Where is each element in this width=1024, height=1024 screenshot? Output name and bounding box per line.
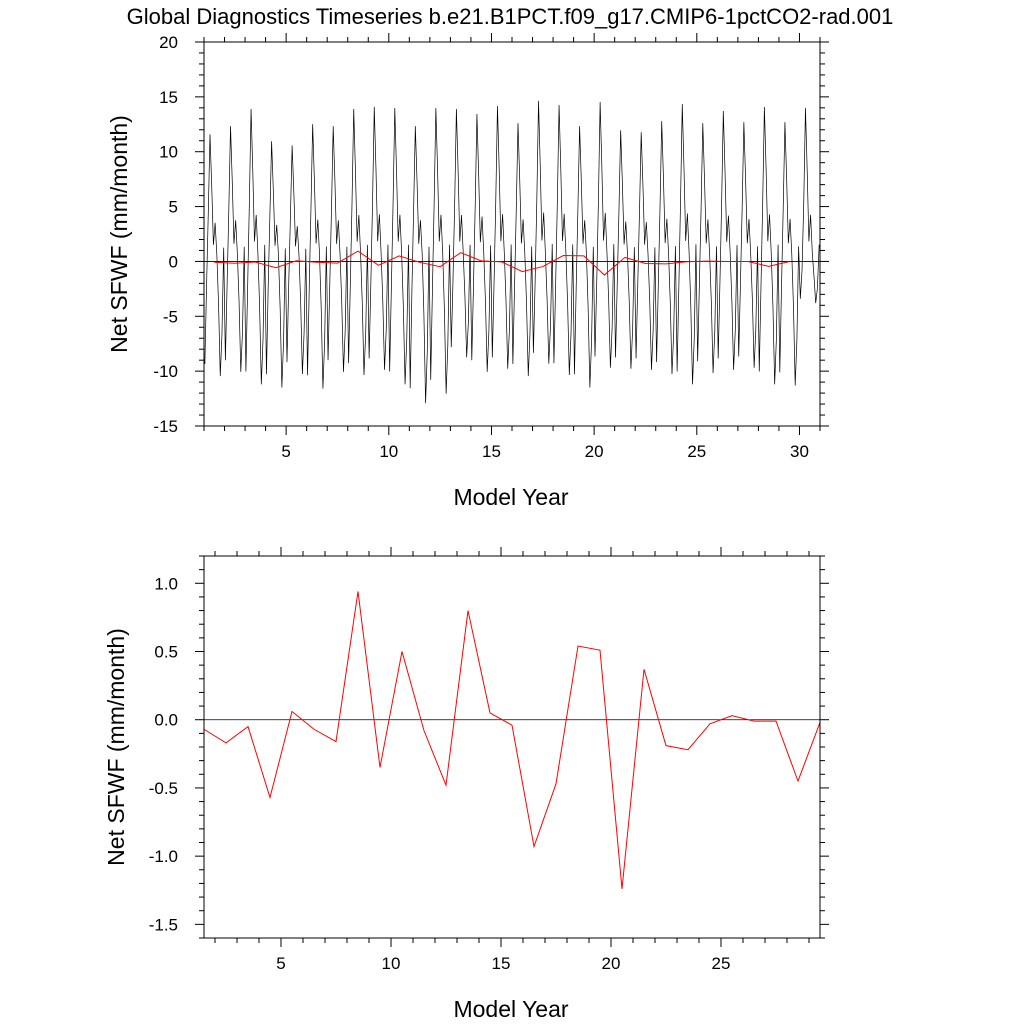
- bot-x-tick-label: 10: [382, 954, 401, 973]
- bot-y-tick-label: 1.0: [154, 574, 178, 593]
- bot-y-tick-label: -0.5: [149, 779, 178, 798]
- bot-x-tick-label: 15: [492, 954, 511, 973]
- bot-y-tick-label: 0.0: [154, 711, 178, 730]
- top-x-tick-label: 10: [379, 442, 398, 461]
- bottom-panel: 5 10 15 20 25 -1.5 -1.0 -0.5 0.0 0.5 1.0 Model Ye…: [103, 547, 829, 1022]
- top-y-tick-label: -5: [163, 307, 178, 326]
- top-x-axis-title: Model Year: [453, 484, 568, 510]
- bottom-y-axis-title: Net SFWF (mm/month): [103, 628, 129, 866]
- top-y-tick-label: 15: [159, 88, 178, 107]
- top-axis-ticks: [195, 33, 829, 435]
- bottom-x-axis-title: Model Year: [453, 996, 568, 1022]
- top-y-tick-label: 0: [169, 252, 178, 271]
- top-monthly-series-line: [204, 100, 820, 404]
- top-y-tick-label: -15: [153, 417, 178, 436]
- top-x-tick-label: 5: [281, 442, 290, 461]
- bot-x-tick-label: 5: [276, 954, 285, 973]
- top-y-tick-label: 5: [169, 198, 178, 217]
- bottom-annual-series-line: [203, 591, 821, 889]
- top-x-tick-label: 20: [585, 442, 604, 461]
- bot-x-tick-label: 25: [712, 954, 731, 973]
- top-x-tick-label: 25: [687, 442, 706, 461]
- top-y-tick-labels: -15 -10 -5 0 5 10 15 20: [153, 33, 178, 436]
- bot-y-tick-label: -1.0: [149, 847, 178, 866]
- top-plot-frame: [203, 41, 821, 427]
- bottom-x-tick-labels: 5 10 15 20 25: [276, 954, 730, 973]
- bottom-y-tick-labels: -1.5 -1.0 -0.5 0.0 0.5 1.0: [149, 574, 178, 934]
- bot-y-tick-label: 0.5: [154, 643, 178, 662]
- bottom-plot-frame: [203, 555, 821, 939]
- top-y-tick-label: 20: [159, 33, 178, 52]
- top-y-tick-label: -10: [153, 362, 178, 381]
- top-x-tick-label: 30: [790, 442, 809, 461]
- top-y-axis-title: Net SFWF (mm/month): [106, 115, 132, 353]
- top-y-tick-label: 10: [159, 143, 178, 162]
- top-x-tick-labels: 5 10 15 20 25 30: [281, 442, 809, 461]
- top-annual-series-line: [214, 250, 790, 276]
- bot-x-tick-label: 20: [602, 954, 621, 973]
- bot-y-tick-label: -1.5: [149, 915, 178, 934]
- page-title: Global Diagnostics Timeseries b.e21.B1PC…: [127, 4, 894, 29]
- top-x-tick-label: 15: [482, 442, 501, 461]
- bottom-axis-ticks: [195, 547, 829, 947]
